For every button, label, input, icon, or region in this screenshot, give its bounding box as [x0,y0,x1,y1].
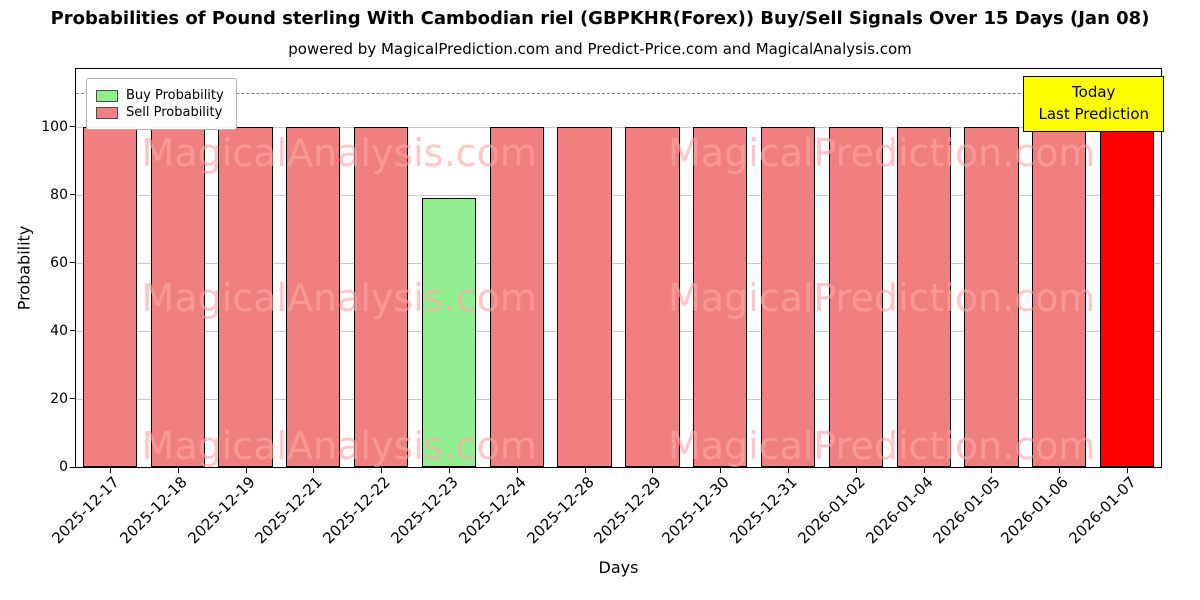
sell-color-swatch [96,106,118,119]
bar [760,126,816,467]
bar [354,126,409,467]
gridline [76,194,1161,196]
bar [964,126,1019,467]
bar [625,126,680,467]
x-tick-mark [1059,467,1061,473]
bar [421,198,477,467]
bar [1032,126,1087,467]
x-tick-label: 2025-12-29 [590,473,666,548]
x-tick-mark [1127,467,1129,473]
x-axis-label: Days [598,558,639,577]
plot-area: Buy Probability Sell Probability Today L… [41,68,1164,547]
dashed-threshold-line [76,92,1161,94]
gridline [76,330,1161,332]
x-tick-mark [448,467,450,473]
y-tick-label: 100 [41,118,68,135]
legend-label-sell: Sell Probability [126,105,223,120]
x-tick-mark [177,467,179,473]
x-tick-mark [652,467,654,473]
x-tick-mark [245,467,247,473]
y-tick-mark [70,262,76,264]
y-tick-mark [70,466,76,468]
x-tick-label: 2025-12-22 [319,473,394,548]
x-tick-mark [923,467,925,473]
y-tick-label: 40 [50,322,68,339]
x-tick-mark [584,467,586,473]
legend-item-sell: Sell Probability [96,105,224,120]
x-tick-label: 2026-01-04 [862,473,937,548]
annotation-line-2: Last Prediction [1038,104,1149,123]
x-tick-mark [855,467,857,473]
legend: Buy Probability Sell Probability [86,78,237,130]
today-annotation: Today Last Prediction [1023,76,1164,132]
bar [557,126,612,467]
x-tick-label: 2025-12-23 [387,473,462,548]
y-tick-label: 60 [50,254,68,271]
x-tick-label: 2025-12-19 [183,473,259,548]
legend-label-buy: Buy Probability [126,88,224,103]
chart-subtitle: powered by MagicalPrediction.com and Pre… [288,40,912,58]
x-tick-label: 2025-12-30 [658,473,733,548]
x-tick-mark [313,467,315,473]
x-tick-mark [516,467,518,473]
x-tick-label: 2025-12-28 [522,473,598,548]
x-tick-mark [109,467,111,473]
bar [896,126,951,467]
bar [489,126,544,467]
bar [693,126,748,467]
x-tick-label: 2026-01-05 [929,473,1005,548]
x-tick-mark [720,467,722,473]
x-tick-mark [788,467,790,473]
x-tick-label: 2026-01-07 [1065,473,1140,548]
y-tick-mark [70,194,76,196]
x-tick-mark [991,467,993,473]
legend-item-buy: Buy Probability [96,88,224,103]
x-tick-label: 2026-01-02 [794,473,869,548]
annotation-line-1: Today [1072,83,1116,101]
chart-title: Probabilities of Pound sterling With Cam… [50,8,1150,29]
y-tick-mark [70,398,76,400]
y-tick-label: 0 [59,459,68,475]
buy-color-swatch [96,89,118,102]
bar [82,126,138,467]
y-tick-label: 20 [50,390,68,407]
x-tick-label: 2026-01-06 [997,473,1073,548]
bar [150,126,205,467]
gridline [76,126,1161,128]
x-tick-label: 2025-12-18 [116,473,191,548]
x-tick-label: 2025-12-24 [455,473,530,548]
bar [1099,126,1155,467]
y-tick-mark [70,330,76,332]
gridline [76,398,1161,400]
bar [286,126,341,467]
bar [828,126,883,467]
x-tick-label: 2025-12-31 [726,473,801,548]
gridline [76,262,1161,264]
y-tick-label: 80 [50,186,68,203]
x-tick-mark [381,467,383,473]
bar [218,126,273,467]
x-tick-label: 2025-12-21 [251,473,327,548]
x-tick-label: 2025-12-17 [48,473,123,548]
y-tick-mark [70,126,76,128]
